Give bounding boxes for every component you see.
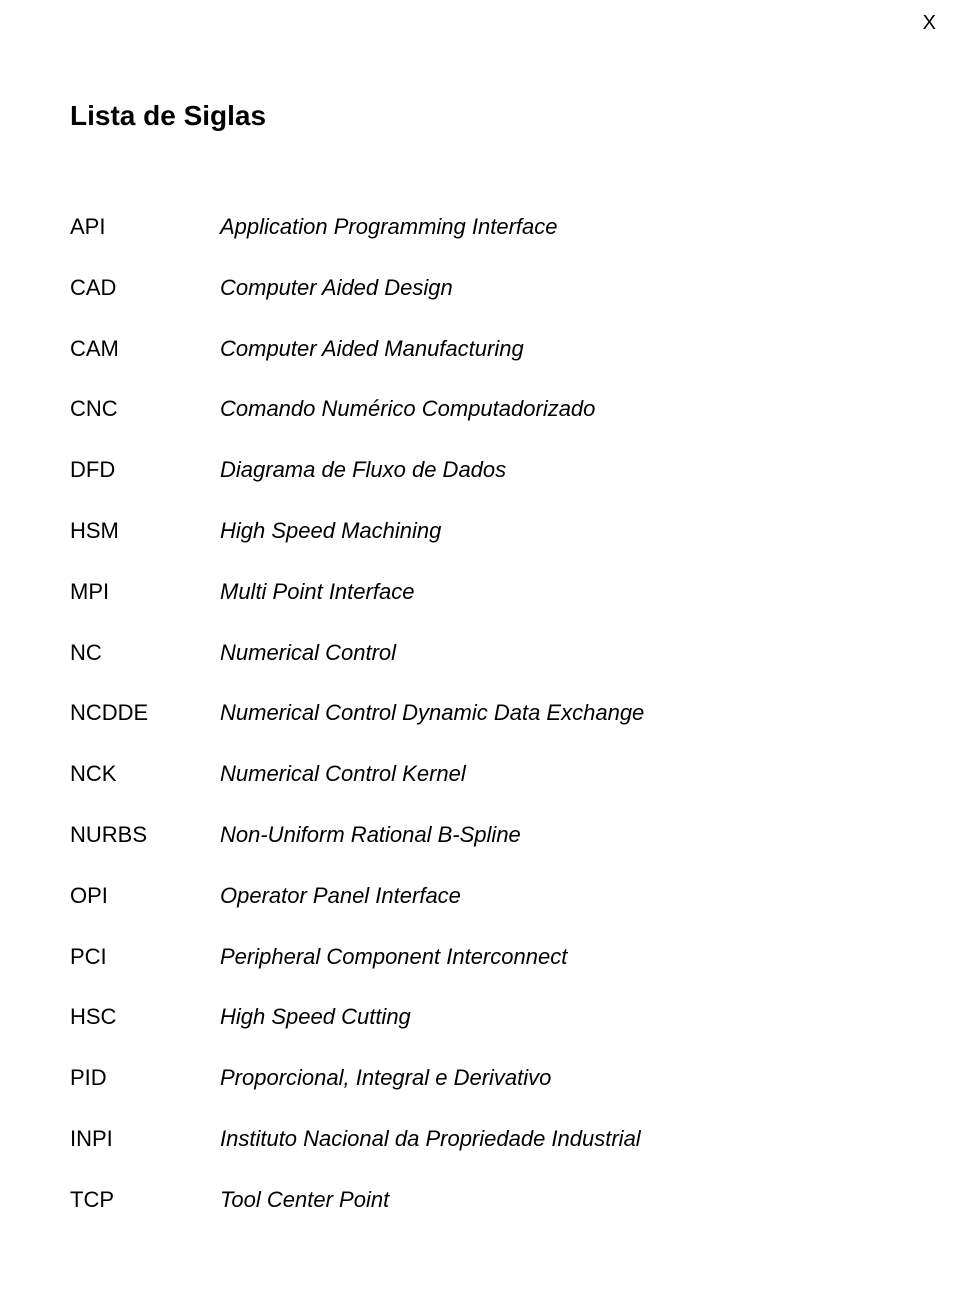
abbreviations-list: APIApplication Programming InterfaceCADC… [70,212,890,1216]
list-item: NCKNumerical Control Kernel [70,759,890,790]
document-page: X Lista de Siglas APIApplication Program… [0,0,960,1290]
list-item: NCNumerical Control [70,638,890,669]
definition-text: Comando Numérico Computadorizado [220,394,890,425]
definition-text: Non-Uniform Rational B-Spline [220,820,890,851]
abbr-label: NURBS [70,820,220,851]
list-item: CAMComputer Aided Manufacturing [70,334,890,365]
definition-text: Tool Center Point [220,1185,890,1216]
list-item: CADComputer Aided Design [70,273,890,304]
definition-text: Instituto Nacional da Propriedade Indust… [220,1124,890,1155]
list-item: HSMHigh Speed Machining [70,516,890,547]
definition-text: Computer Aided Design [220,273,890,304]
list-item: NCDDENumerical Control Dynamic Data Exch… [70,698,890,729]
definition-text: High Speed Machining [220,516,890,547]
list-item: NURBSNon-Uniform Rational B-Spline [70,820,890,851]
abbr-label: HSM [70,516,220,547]
definition-text: Numerical Control [220,638,890,669]
abbr-label: DFD [70,455,220,486]
abbr-label: CAM [70,334,220,365]
abbr-label: CAD [70,273,220,304]
abbr-label: PCI [70,942,220,973]
list-item: INPIInstituto Nacional da Propriedade In… [70,1124,890,1155]
abbr-label: NC [70,638,220,669]
page-number: X [923,12,936,35]
abbr-label: HSC [70,1002,220,1033]
definition-text: Multi Point Interface [220,577,890,608]
list-item: PCIPeripheral Component Interconnect [70,942,890,973]
abbr-label: API [70,212,220,243]
list-item: MPIMulti Point Interface [70,577,890,608]
list-item: CNCComando Numérico Computadorizado [70,394,890,425]
definition-text: Proporcional, Integral e Derivativo [220,1063,890,1094]
abbr-label: NCDDE [70,698,220,729]
abbr-label: OPI [70,881,220,912]
list-item: TCPTool Center Point [70,1185,890,1216]
definition-text: Application Programming Interface [220,212,890,243]
abbr-label: MPI [70,577,220,608]
definition-text: Numerical Control Dynamic Data Exchange [220,698,890,729]
definition-text: Peripheral Component Interconnect [220,942,890,973]
list-item: DFDDiagrama de Fluxo de Dados [70,455,890,486]
definition-text: Computer Aided Manufacturing [220,334,890,365]
definition-text: Numerical Control Kernel [220,759,890,790]
abbr-label: CNC [70,394,220,425]
list-item: APIApplication Programming Interface [70,212,890,243]
definition-text: Diagrama de Fluxo de Dados [220,455,890,486]
abbr-label: NCK [70,759,220,790]
definition-text: High Speed Cutting [220,1002,890,1033]
abbr-label: PID [70,1063,220,1094]
list-item: OPIOperator Panel Interface [70,881,890,912]
abbr-label: TCP [70,1185,220,1216]
page-title: Lista de Siglas [70,100,890,132]
definition-text: Operator Panel Interface [220,881,890,912]
list-item: HSCHigh Speed Cutting [70,1002,890,1033]
list-item: PIDProporcional, Integral e Derivativo [70,1063,890,1094]
abbr-label: INPI [70,1124,220,1155]
